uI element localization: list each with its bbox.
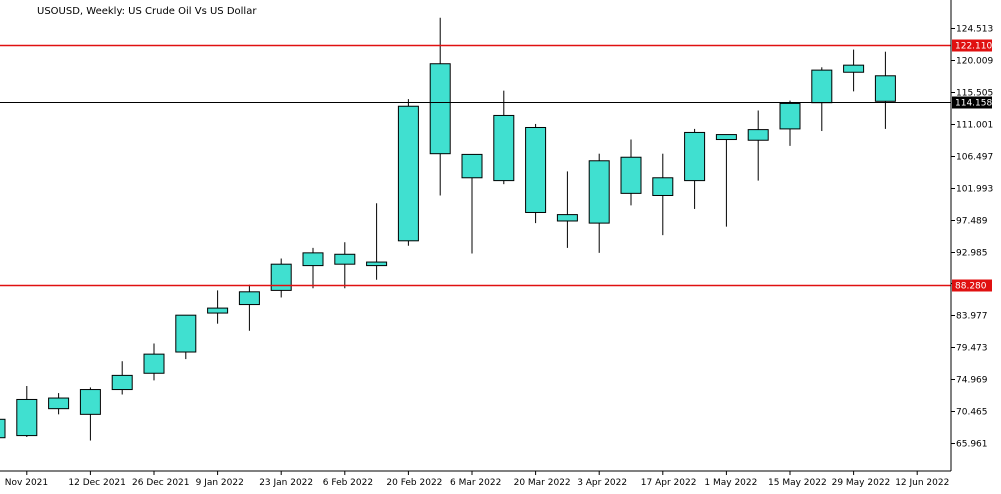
price-badge-label: 122.110: [955, 42, 992, 52]
candle-body: [48, 397, 70, 410]
x-tick-label: 20 Mar 2022: [514, 478, 571, 488]
x-tick-label: 17 Apr 2022: [641, 478, 697, 488]
candle-body: [715, 134, 737, 141]
price-badges: 122.110 114.158 88.280: [952, 39, 992, 292]
y-tick-label: 120.009: [956, 57, 993, 67]
candle-body: [652, 177, 674, 196]
x-tick-label: 15 May 2022: [768, 478, 827, 488]
y-tick-label: 65.961: [956, 440, 988, 450]
x-tick-label: Nov 2021: [5, 478, 48, 488]
y-tick-label: 70.465: [956, 408, 988, 418]
candle-body: [207, 307, 229, 314]
y-tick-label: 83.977: [956, 312, 988, 322]
y-tick-label: 115.505: [956, 89, 993, 99]
price-badge: [952, 279, 992, 292]
candle-body: [811, 69, 833, 104]
candle-body: [238, 291, 260, 306]
price-badge-label: 88.280: [955, 282, 987, 292]
candles-group: [0, 17, 896, 441]
candle-body: [111, 374, 133, 391]
x-axis: Nov 2021 12 Dec 2021 26 Dec 2021 9 Jan 2022…: [5, 471, 949, 488]
candle-body: [556, 214, 578, 222]
candle-body: [493, 114, 515, 182]
candle-body: [16, 398, 38, 437]
price-badge-label: 114.158: [955, 99, 992, 109]
candle-body: [779, 102, 801, 130]
y-tick-label: 79.473: [956, 344, 988, 354]
x-tick-label: 23 Jan 2022: [259, 478, 313, 488]
y-tick-label: 74.969: [956, 376, 988, 386]
candle-body: [397, 105, 419, 242]
candle-body: [429, 63, 451, 155]
y-tick-label: 92.985: [956, 249, 988, 259]
y-tick-label: 106.497: [956, 153, 993, 163]
x-tick-label: 20 Feb 2022: [386, 478, 442, 488]
y-tick-label: 97.489: [956, 217, 988, 227]
candle-body: [684, 131, 706, 182]
candle-body: [302, 252, 324, 267]
candle-body: [334, 253, 356, 265]
x-tick-label: 12 Dec 2021: [68, 478, 126, 488]
candle-body: [366, 261, 388, 267]
y-tick-label: 124.513: [956, 25, 993, 35]
candle-body: [843, 64, 865, 73]
x-tick-label: 3 Apr 2022: [577, 478, 627, 488]
price-badge: [952, 96, 992, 109]
candle-body: [525, 126, 547, 213]
x-tick-label: 6 Mar 2022: [450, 478, 501, 488]
candle-body: [270, 263, 292, 291]
candle-body: [461, 153, 483, 179]
x-tick-label: 12 Jun 2022: [895, 478, 949, 488]
y-axis: 124.513 120.009 115.505 111.001 106.497 101.9…: [951, 25, 993, 450]
candle-body: [747, 129, 769, 141]
candle-body: [143, 353, 165, 374]
horizontal-lines-group: [0, 44, 951, 287]
x-tick-label: 6 Feb 2022: [323, 478, 373, 488]
candle-body: [175, 314, 197, 353]
x-tick-label: 1 May 2022: [704, 478, 757, 488]
candle-body: [620, 156, 642, 194]
x-tick-label: 9 Jan 2022: [196, 478, 244, 488]
chart-title: USOUSD, Weekly: US Crude Oil Vs US Dolla…: [37, 6, 257, 17]
candle-body: [588, 160, 610, 224]
x-tick-label: 26 Dec 2021: [132, 478, 190, 488]
y-tick-label: 111.001: [956, 121, 993, 131]
y-tick-label: 101.993: [956, 185, 993, 195]
candle-body: [874, 75, 896, 102]
candle-body: [0, 418, 6, 439]
x-tick-label: 29 May 2022: [832, 478, 891, 488]
price-badge: [952, 39, 992, 52]
candle-body: [79, 389, 101, 415]
